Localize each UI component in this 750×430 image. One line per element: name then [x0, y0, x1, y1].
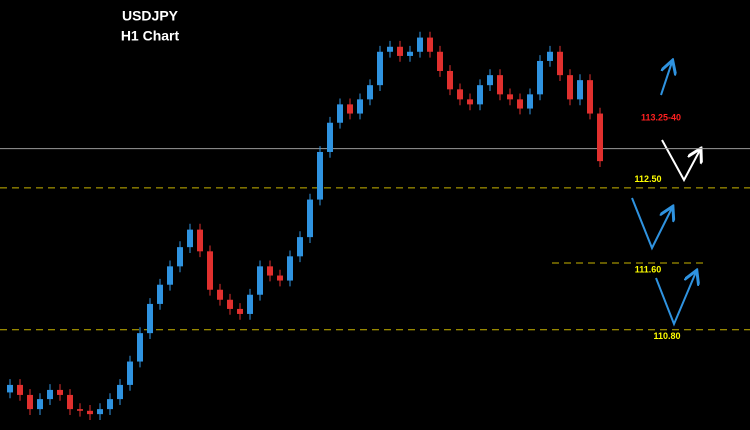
candle-body — [317, 151, 323, 200]
candle-body — [287, 256, 293, 281]
candle-body — [7, 384, 13, 393]
candle-body — [507, 94, 513, 100]
candle-body — [57, 389, 63, 395]
candle-body — [337, 104, 343, 123]
candle-body — [307, 199, 313, 238]
arrow — [660, 62, 672, 96]
candle-body — [37, 399, 43, 410]
candle-body — [477, 85, 483, 105]
level-label: 112.50 — [634, 174, 661, 184]
chart-title: USDJPY — [122, 8, 179, 24]
candle-body — [427, 37, 433, 52]
candle-body — [467, 99, 473, 105]
candle-body — [457, 89, 463, 100]
candle-body — [577, 80, 583, 100]
candle-body — [447, 70, 453, 90]
candle-body — [257, 266, 263, 295]
arrow — [661, 139, 700, 183]
candle-body — [417, 37, 423, 52]
candle-body — [77, 409, 83, 411]
candle-body — [197, 229, 203, 252]
candle-body — [207, 251, 213, 290]
candle-body — [127, 361, 133, 385]
candle-body — [357, 99, 363, 114]
candle-body — [267, 266, 273, 276]
candle-body — [277, 275, 283, 281]
candle-body — [177, 247, 183, 267]
candle-body — [17, 384, 23, 395]
candle-body — [567, 75, 573, 100]
candle-body — [297, 237, 303, 257]
candle-body — [347, 104, 353, 114]
candle-body — [67, 394, 73, 410]
candle-body — [117, 384, 123, 400]
candle-body — [497, 75, 503, 95]
candle-body — [537, 60, 543, 95]
candle-body — [107, 399, 113, 410]
annotation: 113.25-40 — [641, 112, 681, 122]
candle-body — [517, 99, 523, 109]
candle-body — [397, 46, 403, 56]
candle-body — [407, 51, 413, 56]
candle-body — [217, 289, 223, 300]
chart-subtitle: H1 Chart — [121, 28, 180, 44]
candle-body — [157, 284, 163, 304]
candle-body — [87, 410, 93, 415]
candle-body — [147, 303, 153, 334]
level-label: 110.80 — [653, 331, 680, 341]
arrow — [631, 197, 672, 251]
candle-body — [137, 333, 143, 362]
candle-body — [597, 113, 603, 162]
candle-body — [547, 51, 553, 61]
level-label: 111.60 — [635, 264, 662, 274]
candle-body — [27, 394, 33, 410]
candle-body — [387, 46, 393, 52]
candle-body — [247, 294, 253, 314]
candle-body — [167, 266, 173, 285]
candle-body — [227, 299, 233, 309]
candle-body — [237, 308, 243, 314]
arrow — [655, 272, 696, 327]
candle-body — [47, 389, 53, 400]
candle-body — [587, 80, 593, 114]
candle-body — [487, 75, 493, 86]
candle-body — [367, 85, 373, 100]
candle-body — [377, 51, 383, 86]
candle-body — [97, 409, 103, 415]
candle-body — [327, 122, 333, 152]
candle-body — [557, 51, 563, 76]
candle-body — [527, 94, 533, 109]
candle-body — [187, 229, 193, 248]
candle-body — [437, 51, 443, 71]
arrows — [631, 62, 700, 327]
